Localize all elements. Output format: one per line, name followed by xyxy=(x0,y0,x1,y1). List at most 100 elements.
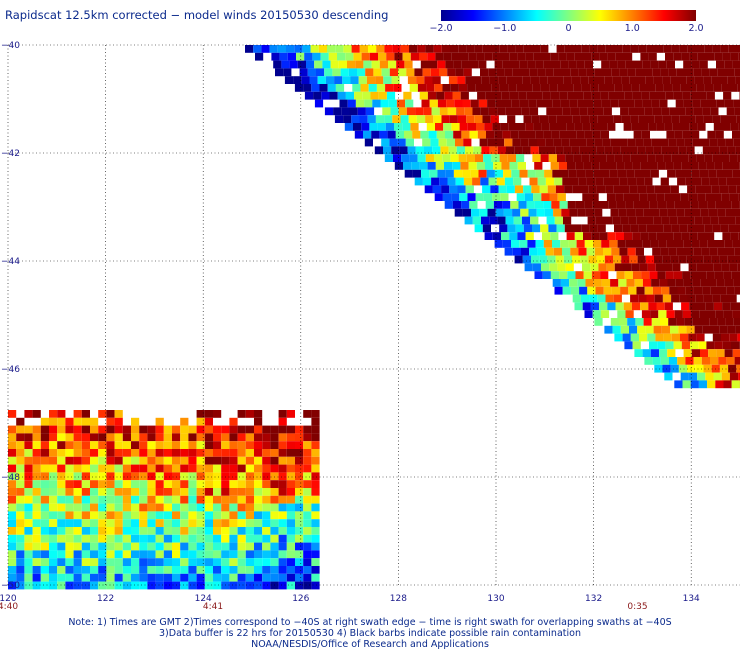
heatmap-cell xyxy=(73,495,82,504)
heatmap-cell xyxy=(716,279,725,287)
heatmap-cell xyxy=(221,581,230,590)
heatmap-cell xyxy=(700,279,709,287)
heatmap-cell xyxy=(662,294,672,303)
heatmap-cell xyxy=(114,566,123,574)
heatmap-cell xyxy=(664,123,673,131)
heatmap-cell xyxy=(534,271,543,279)
heatmap-cell xyxy=(734,357,740,365)
heatmap-cell xyxy=(698,341,707,350)
heatmap-cell xyxy=(147,511,156,520)
heatmap-cell xyxy=(131,573,140,582)
heatmap-cell xyxy=(677,107,686,116)
heatmap-cell xyxy=(651,138,660,147)
x-tick-label: 132 xyxy=(585,594,602,604)
heatmap-cell xyxy=(303,550,312,559)
heatmap-cell xyxy=(576,130,585,139)
heatmap-cell xyxy=(245,441,254,449)
heatmap-cell xyxy=(229,495,238,504)
heatmap-cell xyxy=(663,45,672,53)
heatmap-cell xyxy=(577,208,586,217)
heatmap-cell xyxy=(213,534,222,543)
heatmap-cell xyxy=(673,52,682,61)
heatmap-cell xyxy=(98,542,107,551)
heatmap-cell xyxy=(49,527,58,535)
heatmap-cell xyxy=(412,130,421,139)
heatmap-cell xyxy=(542,232,551,240)
heatmap-cell xyxy=(32,581,41,590)
heatmap-cell xyxy=(278,511,287,520)
heatmap-cell xyxy=(517,123,526,131)
heatmap-cell xyxy=(525,232,534,240)
heatmap-cell xyxy=(254,495,263,504)
heatmap-cell xyxy=(653,146,662,155)
heatmap-cell xyxy=(630,45,639,53)
heatmap-cell xyxy=(180,441,189,449)
heatmap-cell xyxy=(600,271,609,279)
heatmap-cell xyxy=(727,216,736,225)
heatmap-cell xyxy=(669,107,678,116)
heatmap-cell xyxy=(383,76,392,84)
heatmap-cell xyxy=(278,550,287,559)
heatmap-cell xyxy=(649,341,658,350)
heatmap-cell xyxy=(601,279,611,287)
heatmap-cell xyxy=(262,519,271,527)
heatmap-cell xyxy=(519,60,528,69)
heatmap-cell xyxy=(661,107,670,116)
heatmap-cell xyxy=(631,84,640,92)
heatmap-cell xyxy=(303,456,312,465)
y-tick-label: −44 xyxy=(1,257,20,267)
heatmap-cell xyxy=(547,185,556,194)
heatmap-cell xyxy=(554,286,563,295)
heatmap-cell xyxy=(287,52,296,61)
heatmap-cell xyxy=(188,511,197,520)
heatmap-cell xyxy=(510,201,519,209)
heatmap-cell xyxy=(155,425,164,434)
heatmap-cell xyxy=(657,271,666,279)
heatmap-cell xyxy=(286,449,295,457)
heatmap-cell xyxy=(672,123,681,131)
heatmap-cell xyxy=(49,464,58,473)
heatmap-cell xyxy=(545,68,554,77)
heatmap-cell xyxy=(685,286,694,295)
heatmap-cell xyxy=(311,581,320,590)
heatmap-cell xyxy=(213,472,222,481)
heatmap-cell xyxy=(81,449,90,457)
heatmap-cell xyxy=(537,177,546,186)
heatmap-cell xyxy=(391,146,400,155)
heatmap-cell xyxy=(24,527,33,535)
heatmap-cell xyxy=(605,115,614,123)
heatmap-cell xyxy=(286,534,295,543)
heatmap-cell xyxy=(131,527,140,535)
heatmap-cell xyxy=(525,123,534,131)
heatmap-cell xyxy=(229,441,238,449)
heatmap-cell xyxy=(319,84,328,92)
heatmap-cell xyxy=(427,91,437,100)
heatmap-cell xyxy=(493,201,503,209)
heatmap-cell xyxy=(16,573,25,582)
heatmap-cells xyxy=(8,45,740,590)
heatmap-cell xyxy=(24,441,33,449)
heatmap-cell xyxy=(593,169,602,178)
heatmap-cell xyxy=(278,433,287,442)
heatmap-cell xyxy=(736,255,740,264)
heatmap-cell xyxy=(188,495,197,504)
heatmap-cell xyxy=(270,495,279,504)
heatmap-cell xyxy=(572,115,581,123)
heatmap-cell xyxy=(278,495,287,504)
heatmap-cell xyxy=(40,558,49,566)
heatmap-cell xyxy=(555,76,564,84)
heatmap-cell xyxy=(665,162,674,170)
heatmap-cell xyxy=(582,263,591,272)
heatmap-cell xyxy=(523,115,532,123)
heatmap-cell xyxy=(262,566,271,574)
heatmap-cell xyxy=(122,519,131,527)
heatmap-cell xyxy=(657,201,667,209)
heatmap-cell xyxy=(714,341,723,350)
heatmap-cell xyxy=(81,480,90,488)
heatmap-cell xyxy=(262,581,271,590)
heatmap-cell xyxy=(409,84,418,92)
heatmap-cell xyxy=(65,472,74,481)
heatmap-cell xyxy=(279,52,288,61)
heatmap-cell xyxy=(491,154,500,162)
heatmap-cell xyxy=(444,91,453,100)
